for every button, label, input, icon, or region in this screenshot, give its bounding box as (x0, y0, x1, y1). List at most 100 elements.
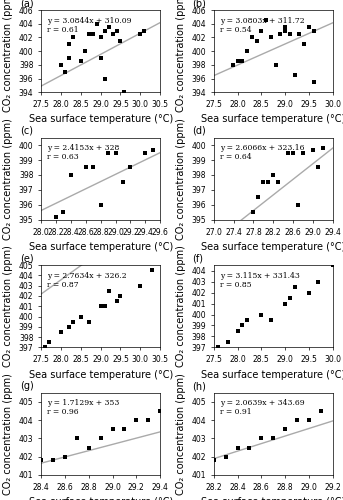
Text: y = 2.0639x + 343.69
r = 0.91: y = 2.0639x + 343.69 r = 0.91 (220, 400, 304, 416)
Point (98, 34, 103, 42)
Text: (e): (e) (20, 254, 33, 264)
Point (300, 148, 306, 156)
Point (128, 164, 133, 172)
Point (301, 40, 307, 48)
Point (259, 310, 264, 318)
Point (292, 283, 297, 291)
Point (114, 297, 119, 305)
Text: (a): (a) (20, 0, 33, 8)
Point (102, 26, 107, 34)
X-axis label: Sea surface temperature (°C): Sea surface temperature (°C) (201, 114, 343, 124)
Point (290, 148, 296, 156)
Point (43, 344, 48, 351)
Point (261, 178, 266, 186)
Text: y = 2.7634x + 326.2
r = 0.87: y = 2.7634x + 326.2 r = 0.87 (47, 272, 127, 289)
Point (285, 148, 291, 156)
Point (315, 164, 321, 172)
Text: y = 3.115x + 331.43
r = 0.85: y = 3.115x + 331.43 r = 0.85 (220, 272, 299, 289)
Y-axis label: CO₂ concentration (ppm): CO₂ concentration (ppm) (176, 0, 186, 112)
Point (122, 426, 127, 434)
Point (58, 61, 64, 69)
Point (91, 164, 96, 172)
Point (74, 434, 80, 442)
Point (268, 316, 274, 324)
Y-axis label: CO₂ concentration (ppm): CO₂ concentration (ppm) (3, 0, 13, 112)
Point (66, 40, 72, 48)
Text: y = 2.4153x + 328
r = 0.63: y = 2.4153x + 328 r = 0.63 (47, 144, 119, 162)
Point (98, 54, 103, 62)
Point (282, 300, 288, 308)
Point (66, 54, 72, 62)
Point (235, 444, 240, 452)
Point (110, 30, 115, 38)
Point (86, 444, 92, 452)
Point (138, 30, 143, 38)
Point (259, 26, 264, 34)
Point (330, 261, 335, 269)
Point (277, 30, 283, 38)
Point (105, 148, 111, 156)
Point (282, 26, 288, 34)
Point (50, 456, 56, 464)
Text: (g): (g) (20, 381, 34, 391)
Point (225, 338, 231, 346)
Point (282, 426, 288, 434)
Point (134, 416, 139, 424)
Point (235, 58, 240, 66)
X-axis label: Sea surface temperature (°C): Sea surface temperature (°C) (201, 370, 343, 380)
Point (145, 416, 151, 424)
Y-axis label: CO₂ concentration (ppm): CO₂ concentration (ppm) (176, 373, 186, 495)
Point (235, 327, 240, 335)
Point (271, 434, 276, 442)
Point (256, 194, 261, 202)
Point (268, 34, 274, 42)
Point (61, 208, 66, 216)
Point (244, 316, 250, 324)
Point (98, 434, 103, 442)
X-axis label: Sea surface temperature (°C): Sea surface temperature (°C) (28, 242, 173, 252)
Point (251, 208, 256, 216)
Point (122, 88, 127, 96)
Point (297, 30, 302, 38)
Point (310, 146, 316, 154)
Point (294, 416, 300, 424)
Y-axis label: CO₂ concentration (ppm): CO₂ concentration (ppm) (3, 118, 13, 240)
Point (142, 26, 147, 34)
X-axis label: Sea surface temperature (°C): Sea surface temperature (°C) (28, 114, 173, 124)
Point (239, 58, 245, 66)
Point (94, 20, 99, 28)
Point (254, 37, 259, 45)
Point (143, 148, 148, 156)
Point (239, 322, 245, 330)
Point (244, 47, 250, 55)
Point (106, 23, 111, 31)
Point (249, 34, 255, 42)
Point (318, 407, 323, 415)
Point (62, 68, 68, 76)
X-axis label: Sea surface temperature (°C): Sea surface temperature (°C) (28, 497, 173, 500)
Point (82, 47, 87, 55)
Point (230, 61, 236, 69)
Point (311, 26, 316, 34)
Point (292, 71, 297, 79)
Text: y = 2.6066x + 323.16
r = 0.64: y = 2.6066x + 323.16 r = 0.64 (220, 144, 304, 162)
Point (265, 178, 271, 186)
Point (118, 292, 123, 300)
X-axis label: Sea surface temperature (°C): Sea surface temperature (°C) (28, 370, 173, 380)
Text: y = 1.7129x + 353
r = 0.96: y = 1.7129x + 353 r = 0.96 (47, 400, 119, 416)
Point (98, 201, 103, 209)
Point (68, 171, 74, 179)
Point (316, 278, 321, 285)
Point (110, 426, 115, 434)
Point (78, 312, 84, 320)
Point (306, 288, 312, 296)
Text: (d): (d) (192, 126, 206, 136)
Text: (h): (h) (192, 381, 206, 391)
Point (90, 30, 95, 38)
Point (311, 78, 316, 86)
Point (247, 444, 252, 452)
Point (211, 456, 216, 464)
Point (120, 178, 126, 186)
Point (86, 318, 92, 326)
Text: (b): (b) (192, 0, 206, 8)
